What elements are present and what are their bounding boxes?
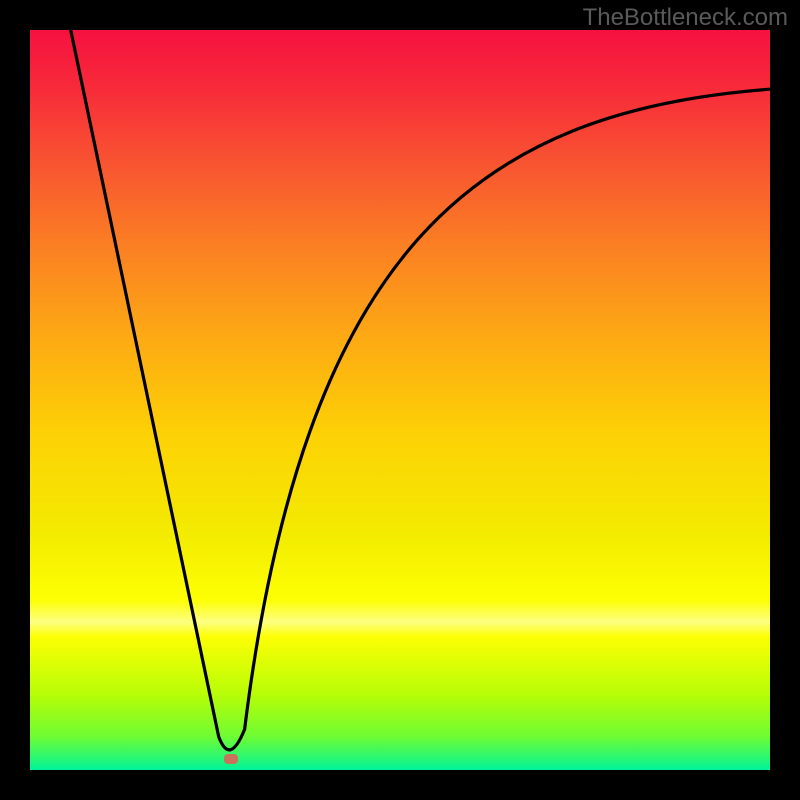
optimum-marker [224,754,238,764]
watermark-text: TheBottleneck.com [583,4,788,32]
curve-layer [30,30,770,770]
bottleneck-curve [71,30,770,750]
plot-area [30,30,770,770]
chart-frame: TheBottleneck.com [0,0,800,800]
